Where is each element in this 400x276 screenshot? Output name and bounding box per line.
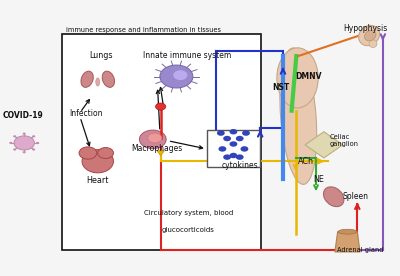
Ellipse shape <box>364 30 376 41</box>
Text: NE: NE <box>313 175 324 184</box>
FancyBboxPatch shape <box>207 129 260 167</box>
Circle shape <box>223 154 231 160</box>
Text: Spleen: Spleen <box>343 192 369 201</box>
Text: Circulatory system, blood: Circulatory system, blood <box>144 209 233 216</box>
Ellipse shape <box>324 187 344 207</box>
Text: cytokines: cytokines <box>222 161 258 169</box>
Ellipse shape <box>338 229 357 234</box>
Circle shape <box>13 148 16 151</box>
Ellipse shape <box>96 78 100 86</box>
Polygon shape <box>305 132 343 158</box>
Ellipse shape <box>102 71 114 87</box>
Circle shape <box>140 130 166 149</box>
Ellipse shape <box>369 40 377 47</box>
Text: Celiac
ganglion: Celiac ganglion <box>330 134 359 147</box>
Circle shape <box>148 133 162 143</box>
Text: Macrophages: Macrophages <box>131 144 182 153</box>
Text: DMNV: DMNV <box>296 72 322 81</box>
Circle shape <box>23 132 26 135</box>
FancyBboxPatch shape <box>62 34 261 250</box>
Text: glucocorticoids: glucocorticoids <box>162 227 215 233</box>
Circle shape <box>218 146 226 152</box>
Text: Lungs: Lungs <box>89 51 112 60</box>
Circle shape <box>230 153 237 158</box>
Circle shape <box>9 142 12 144</box>
Circle shape <box>217 130 225 136</box>
Text: Adrenal gland: Adrenal gland <box>337 247 383 253</box>
Circle shape <box>13 135 16 137</box>
Text: Hypophysis: Hypophysis <box>344 24 388 33</box>
Circle shape <box>156 103 166 110</box>
Ellipse shape <box>280 48 317 184</box>
Ellipse shape <box>359 25 380 46</box>
Circle shape <box>173 70 188 80</box>
Text: NST: NST <box>273 83 290 92</box>
Text: immune response and inflammation in tissues: immune response and inflammation in tiss… <box>66 27 221 33</box>
Text: Infection: Infection <box>69 108 102 118</box>
Circle shape <box>236 136 244 141</box>
Ellipse shape <box>79 147 97 159</box>
Ellipse shape <box>98 148 114 158</box>
Circle shape <box>14 136 34 150</box>
Text: ACh: ACh <box>298 157 314 166</box>
Text: Innate immune system: Innate immune system <box>143 51 231 60</box>
Circle shape <box>223 136 231 141</box>
Circle shape <box>230 129 237 134</box>
Circle shape <box>36 142 39 144</box>
Circle shape <box>236 154 244 160</box>
Text: COVID-19: COVID-19 <box>2 110 43 120</box>
Circle shape <box>240 146 248 152</box>
Ellipse shape <box>82 150 114 173</box>
Circle shape <box>32 135 35 137</box>
Polygon shape <box>157 151 164 156</box>
Circle shape <box>230 141 237 147</box>
Circle shape <box>160 65 193 88</box>
Polygon shape <box>335 232 360 252</box>
Circle shape <box>32 148 35 151</box>
Circle shape <box>23 151 26 153</box>
Ellipse shape <box>277 48 318 108</box>
Text: Heart: Heart <box>86 176 108 185</box>
Ellipse shape <box>81 71 93 87</box>
Circle shape <box>242 130 250 136</box>
